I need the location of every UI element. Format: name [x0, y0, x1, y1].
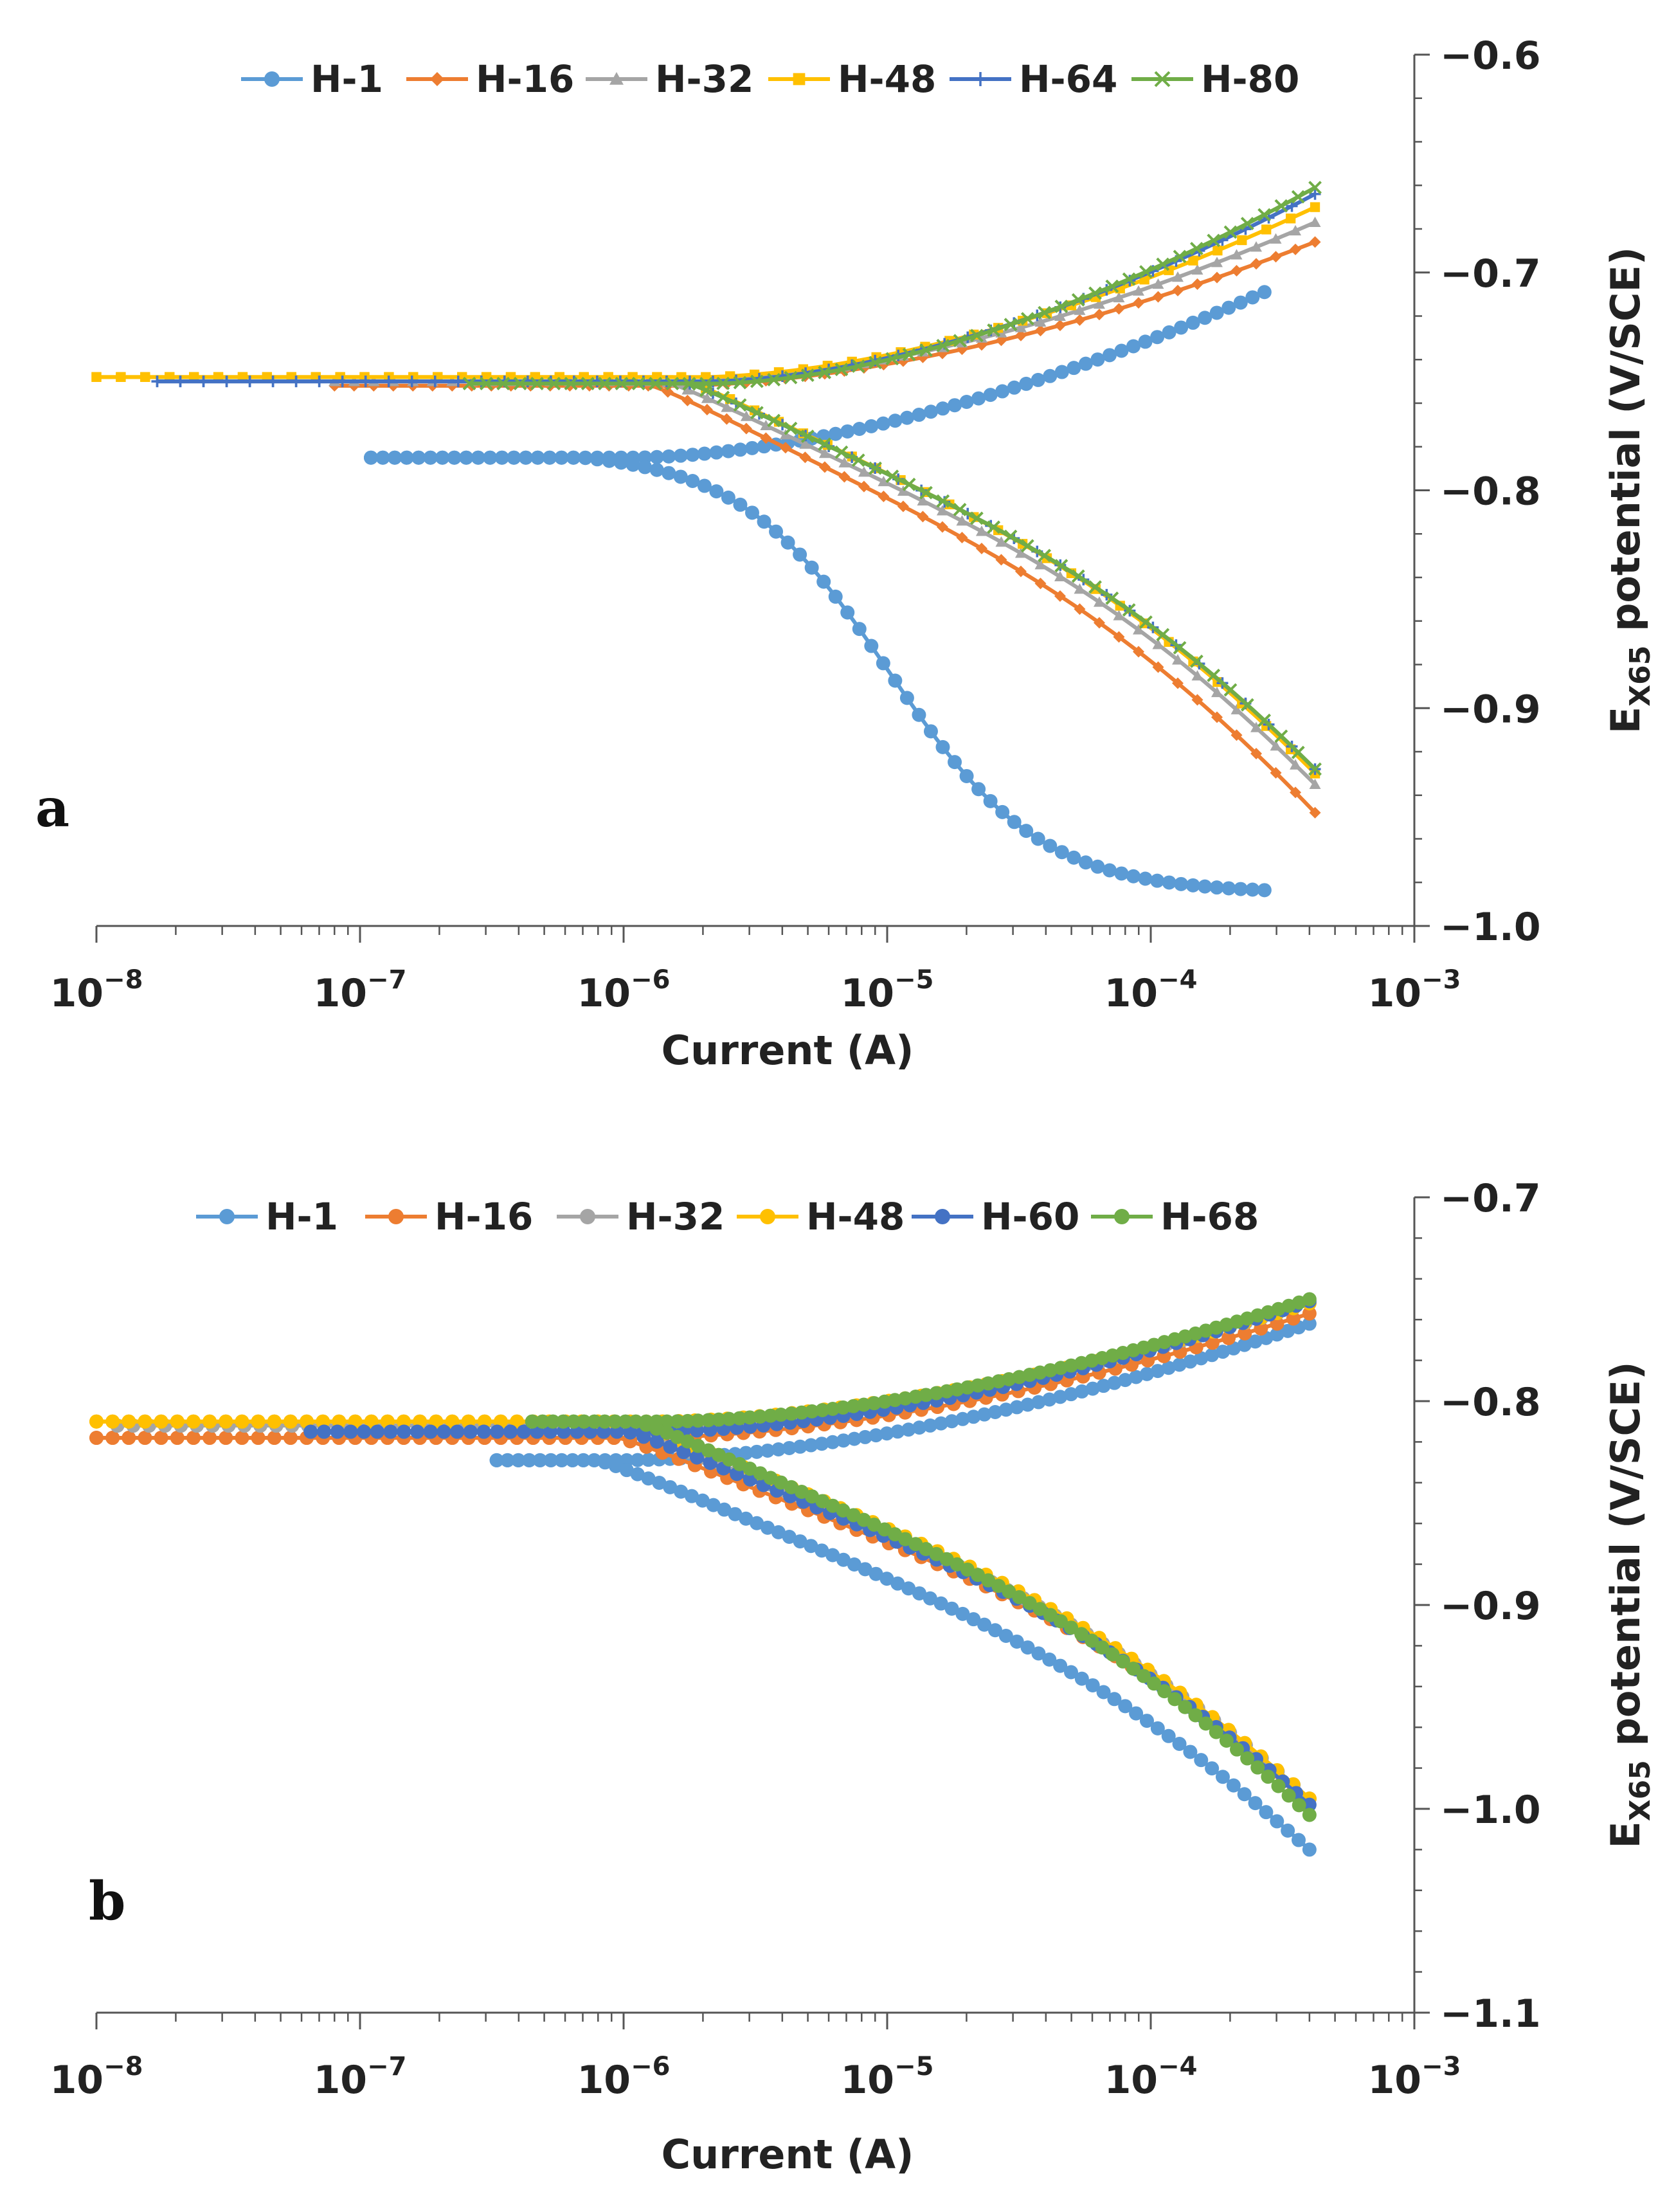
- legend-item-H-32: H-32: [586, 57, 753, 101]
- y-tick-label: −0.9: [1440, 1584, 1541, 1629]
- legend: H-1 H-16 H-32 H-48 H-64 H-80: [241, 57, 1299, 101]
- legend-item-H-48: H-48: [768, 57, 936, 101]
- panel-label: a: [35, 777, 69, 839]
- y-tick-label: −0.9: [1440, 687, 1541, 732]
- y-tick-label: −0.7: [1440, 1176, 1541, 1221]
- legend-item-H-64: H-64: [950, 57, 1117, 101]
- series-markers-H-60-cathodic: [303, 1424, 1317, 1812]
- legend-item-H-16: H-16: [406, 57, 574, 101]
- legend-item-H-32: H-32: [557, 1195, 725, 1238]
- series-line-H-48-cathodic: [96, 375, 1317, 775]
- series-line-H-64-anodic: [157, 192, 1316, 384]
- y-tick-label: −0.8: [1440, 1380, 1541, 1425]
- x-tick-label: 10−6: [577, 965, 671, 1016]
- x-tick-label: 10−4: [1104, 965, 1198, 1016]
- legend-label: H-32: [626, 1195, 725, 1238]
- legend-label: H-16: [476, 57, 574, 101]
- panel-label: b: [89, 1871, 125, 1932]
- x-axis-title: Current (A): [662, 2131, 914, 2178]
- legend-label: H-1: [311, 57, 383, 101]
- legend-label: H-48: [838, 57, 936, 101]
- series-line-H-80-cathodic: [469, 381, 1317, 771]
- legend-item-H-1: H-1: [241, 57, 383, 101]
- legend-item-H-16: H-16: [365, 1195, 533, 1238]
- legend-label: H-60: [981, 1195, 1079, 1238]
- y-axis-title: EX65 potential (V/SCE): [1602, 1361, 1657, 1848]
- series-markers-H-48-cathodic: [91, 372, 1320, 779]
- x-tick-label: 10−8: [50, 965, 143, 1016]
- series-line-H-16-cathodic: [96, 1436, 1311, 1800]
- legend-item-H-68: H-68: [1091, 1195, 1259, 1238]
- axes: 10−8 10−7 10−6 10−5 10−4 10−3 −0.6 −0.7 −0.8 −0.9…: [50, 33, 1541, 1016]
- series-markers-H-64-cathodic: [151, 376, 1321, 775]
- x-tick-label: 10−6: [577, 2052, 671, 2103]
- series-markers-H-48-cathodic: [89, 1414, 1317, 1806]
- series-H-1: [363, 285, 1272, 898]
- y-axis-title: EX65 potential (V/SCE): [1602, 247, 1657, 734]
- x-axis-title: Current (A): [662, 1027, 914, 1074]
- legend-label: H-80: [1201, 57, 1299, 101]
- y-tick-label: −1.0: [1440, 905, 1541, 950]
- series-group: [89, 1292, 1317, 1857]
- legend-label: H-32: [655, 57, 753, 101]
- x-tick-label: 10−8: [50, 2052, 143, 2103]
- series-H-32: [329, 216, 1321, 790]
- x-tick-label: 10−7: [314, 965, 407, 1016]
- legend-item-H-60: H-60: [912, 1195, 1079, 1238]
- y-tick-label: −0.8: [1440, 469, 1541, 514]
- x-tick-label: 10−4: [1104, 2052, 1198, 2103]
- series-line-H-32-cathodic: [117, 1424, 1311, 1800]
- series-line-H-32-anodic: [334, 221, 1316, 384]
- series-markers-H-32-anodic: [329, 216, 1321, 386]
- series-H-80: [462, 181, 1322, 776]
- legend-item-H-80: H-80: [1131, 57, 1299, 101]
- chart-panel-b: 10−8 10−7 10−6 10−5 10−4 10−3 −0.7 −0.8 −0.9 −1.0…: [50, 1176, 1657, 2178]
- series-line-H-1-cathodic: [496, 1458, 1311, 1851]
- series-line-H-1-cathodic: [371, 455, 1265, 893]
- series-markers-H-1-cathodic: [489, 1453, 1317, 1857]
- series-markers-H-68-anodic: [525, 1292, 1317, 1429]
- legend-label: H-16: [435, 1195, 533, 1238]
- x-tick-label: 10−3: [1368, 965, 1461, 1016]
- x-tick-label: 10−5: [841, 965, 934, 1016]
- series-H-16: [329, 236, 1321, 819]
- series-line-H-64-cathodic: [157, 379, 1317, 771]
- legend-item-H-1: H-1: [196, 1195, 338, 1238]
- legend-label: H-64: [1019, 57, 1117, 101]
- legend-label: H-68: [1160, 1195, 1259, 1238]
- legend-label: H-48: [806, 1195, 905, 1238]
- series-group: [91, 181, 1322, 898]
- series-H-68: [525, 1292, 1317, 1822]
- x-tick-label: 10−7: [314, 2052, 407, 2103]
- y-tick-label: −1.1: [1440, 1991, 1541, 2036]
- series-line-H-48-cathodic: [96, 1419, 1311, 1800]
- series-markers-H-16-cathodic: [89, 1431, 1317, 1806]
- y-tick-label: −0.7: [1440, 251, 1541, 296]
- y-tick-label: −0.6: [1440, 33, 1541, 78]
- chart-panel-a: 10−8 10−7 10−6 10−5 10−4 10−3 −0.6 −0.7 −0.8 −0.9…: [35, 33, 1657, 1074]
- legend-item-H-48: H-48: [737, 1195, 905, 1238]
- series-markers-H-1-cathodic: [363, 450, 1272, 898]
- legend-label: H-1: [266, 1195, 338, 1238]
- axes: 10−8 10−7 10−6 10−5 10−4 10−3 −0.7 −0.8 −0.9 −1.0…: [50, 1176, 1541, 2103]
- y-tick-label: −1.0: [1440, 1788, 1541, 1833]
- x-tick-label: 10−3: [1368, 2052, 1461, 2103]
- series-markers-H-68-cathodic: [525, 1414, 1317, 1822]
- x-tick-label: 10−5: [841, 2052, 934, 2103]
- series-markers-H-80-cathodic: [462, 377, 1322, 776]
- legend: H-1 H-16 H-32 H-48 H-60 H-68: [196, 1195, 1259, 1238]
